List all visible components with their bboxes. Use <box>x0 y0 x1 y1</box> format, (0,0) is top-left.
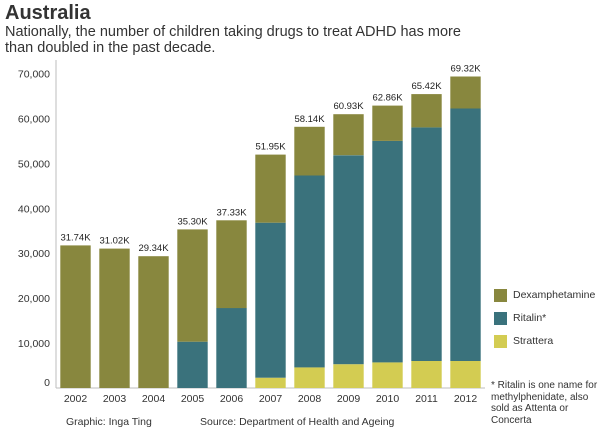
legend-swatch <box>494 311 507 325</box>
bar-ritalin-2008 <box>294 175 325 368</box>
legend: Dexamphetamine Ritalin* Strattera <box>494 288 595 357</box>
bar-strattera-2008 <box>294 367 325 388</box>
bar-dexamphetamine-2007 <box>255 154 286 223</box>
bar-dexamphetamine-2008 <box>294 126 325 176</box>
x-tick-label-2011: 2011 <box>415 393 438 405</box>
bar-dexamphetamine-2011 <box>411 94 442 128</box>
total-label-2009: 60.93K <box>333 101 364 112</box>
bar-ritalin-2009 <box>333 155 364 365</box>
legend-swatch <box>494 334 507 348</box>
y-tick-label: 50,000 <box>18 158 50 170</box>
bar-strattera-2007 <box>255 377 286 388</box>
y-tick-label: 60,000 <box>18 113 50 125</box>
legend-item-ritalin: Ritalin* <box>494 311 595 325</box>
bar-dexamphetamine-2002 <box>60 245 91 388</box>
chart-bars <box>60 76 481 388</box>
legend-label: Dexamphetamine <box>513 289 596 301</box>
bar-ritalin-2012 <box>450 108 481 361</box>
bar-strattera-2010 <box>372 362 403 388</box>
y-tick-label: 70,000 <box>18 68 50 80</box>
total-label-2012: 69.32K <box>450 64 481 75</box>
bar-dexamphetamine-2005 <box>177 229 208 342</box>
bar-ritalin-2011 <box>411 127 442 362</box>
total-label-2011: 65.42K <box>411 81 442 92</box>
bar-dexamphetamine-2009 <box>333 114 364 156</box>
graphic-credit: Graphic: Inga Ting <box>66 416 152 428</box>
total-label-2004: 29.34K <box>138 243 169 254</box>
bar-dexamphetamine-2010 <box>372 105 403 141</box>
y-tick-label: 30,000 <box>18 248 50 260</box>
x-tick-label-2005: 2005 <box>181 393 205 405</box>
x-tick-label-2008: 2008 <box>298 393 322 405</box>
x-tick-label-2006: 2006 <box>220 393 244 405</box>
bar-ritalin-2006 <box>216 308 247 388</box>
y-tick-label: 10,000 <box>18 338 50 350</box>
bar-dexamphetamine-2004 <box>138 256 169 388</box>
x-tick-label-2003: 2003 <box>103 393 127 405</box>
source-note: Source: Department of Health and Ageing <box>200 416 395 428</box>
x-tick-label-2004: 2004 <box>142 393 166 405</box>
total-label-2005: 35.30K <box>177 216 208 227</box>
legend-swatch <box>494 288 507 302</box>
x-tick-label-2009: 2009 <box>337 393 361 405</box>
x-tick-label-2002: 2002 <box>64 393 88 405</box>
bar-strattera-2011 <box>411 361 442 388</box>
y-tick-label: 20,000 <box>18 293 50 305</box>
total-label-2006: 37.33K <box>216 207 247 218</box>
bar-ritalin-2007 <box>255 222 286 378</box>
total-label-2010: 62.86K <box>372 93 403 104</box>
total-label-2003: 31.02K <box>99 236 130 247</box>
bar-dexamphetamine-2012 <box>450 76 481 109</box>
legend-label: Strattera <box>513 335 554 347</box>
bar-strattera-2009 <box>333 364 364 388</box>
y-tick-label: 40,000 <box>18 203 50 215</box>
bar-ritalin-2005 <box>177 341 208 388</box>
chart-axes: 0 10,000 20,000 30,000 40,000 50,000 60,000 70,… <box>18 60 485 389</box>
chart-title: Australia <box>5 2 91 24</box>
stacked-bar-chart: 0 10,000 20,000 30,000 40,000 50,000 60,000 70,… <box>18 60 485 406</box>
x-tick-label-2007: 2007 <box>259 393 283 405</box>
x-tick-label-2012: 2012 <box>454 393 478 405</box>
bar-ritalin-2010 <box>372 140 403 363</box>
bar-dexamphetamine-2006 <box>216 220 247 309</box>
chart-labels: 31.74K 2002 31.02K 2003 29.34K 2004 35.30K 2005… <box>60 64 481 406</box>
total-label-2002: 31.74K <box>60 232 91 243</box>
chart-subtitle: Nationally, the number of children takin… <box>5 24 461 56</box>
x-tick-label-2010: 2010 <box>376 393 400 405</box>
footnote: * Ritalin is one name for methylphenidat… <box>491 380 598 426</box>
y-tick-label: 0 <box>44 377 50 389</box>
total-label-2007: 51.95K <box>255 142 286 153</box>
legend-item-strattera: Strattera <box>494 334 595 348</box>
legend-item-dexamphetamine: Dexamphetamine <box>494 288 595 302</box>
bar-dexamphetamine-2003 <box>99 248 130 388</box>
total-label-2008: 58.14K <box>294 114 325 125</box>
legend-label: Ritalin* <box>513 312 547 324</box>
bar-strattera-2012 <box>450 361 481 388</box>
